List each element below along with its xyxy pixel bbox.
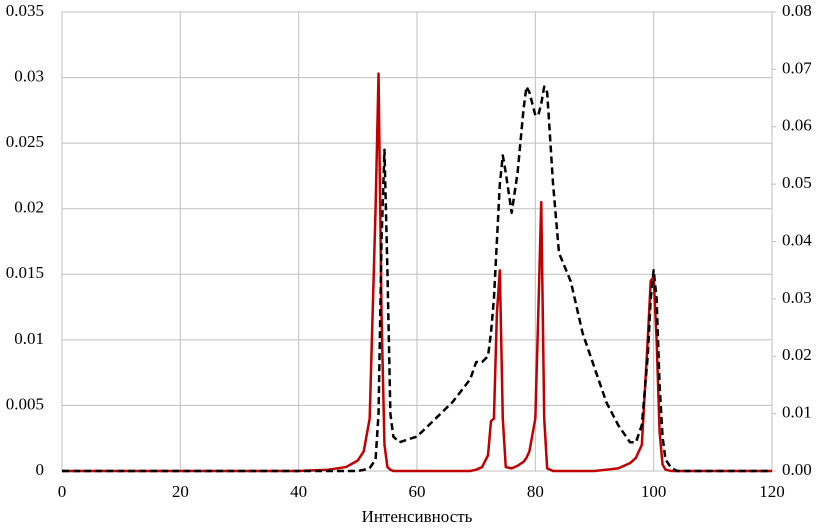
y-tick-label: 0.025	[6, 132, 44, 151]
y-tick-label: 0.015	[6, 263, 44, 282]
y2-tick-label: 0.06	[782, 116, 812, 135]
y-tick-label: 0.035	[6, 1, 44, 20]
y2-tick-label: 0.00	[782, 460, 812, 479]
y2-tick-label: 0.03	[782, 288, 812, 307]
x-tick-label: 0	[58, 482, 67, 501]
y2-tick-label: 0.08	[782, 1, 812, 20]
y-tick-label: 0.005	[6, 394, 44, 413]
x-tick-label: 40	[290, 482, 307, 501]
data-line	[62, 72, 772, 473]
y-tick-label: 0	[36, 460, 45, 479]
data-line	[62, 85, 772, 473]
x-tick-label: 100	[641, 482, 667, 501]
y2-tick-label: 0.04	[782, 230, 812, 249]
y2-tick-label: 0.07	[782, 58, 812, 77]
x-tick-label: 80	[527, 482, 544, 501]
x-tick-label: 20	[172, 482, 189, 501]
y2-tick-label: 0.05	[782, 173, 812, 192]
y-tick-label: 0.01	[14, 329, 44, 348]
y2-tick-label: 0.02	[782, 345, 812, 364]
y-tick-label: 0.02	[14, 198, 44, 217]
x-axis-label: Интенсивность	[362, 507, 473, 526]
x-tick-label: 60	[409, 482, 426, 501]
x-tick-label: 120	[759, 482, 785, 501]
y-tick-label: 0.03	[14, 66, 44, 85]
y2-tick-label: 0.01	[782, 403, 812, 422]
